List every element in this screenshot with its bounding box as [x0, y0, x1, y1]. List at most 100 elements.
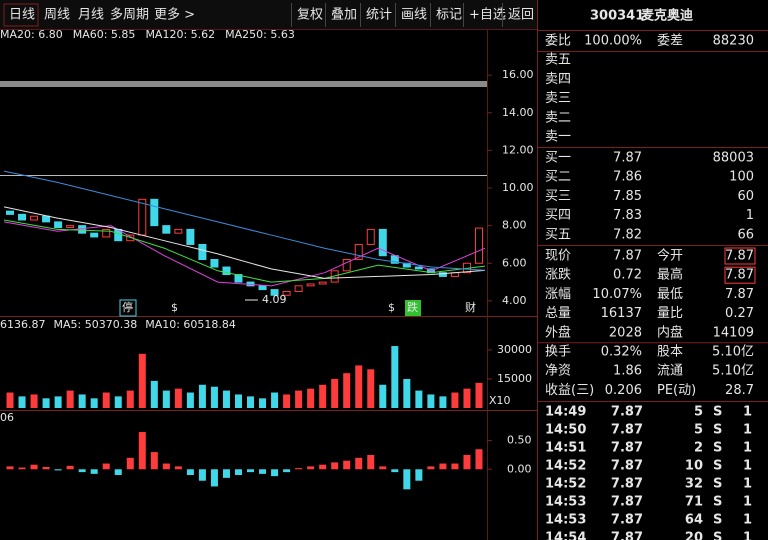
volume-bar	[30, 394, 38, 408]
macd-bar	[186, 469, 194, 475]
tick-volume: 5	[694, 405, 703, 420]
macd-bar	[78, 469, 86, 473]
field-value: 88230	[713, 34, 754, 49]
marker: $	[388, 301, 395, 314]
volume-bar	[463, 388, 471, 408]
field-label: 最低	[657, 287, 683, 302]
bid-price: 7.83	[613, 208, 642, 223]
ma-line	[3, 221, 486, 287]
bid-label: 买一	[545, 151, 571, 166]
ma-line	[3, 206, 486, 279]
tick-price: 7.87	[611, 477, 643, 492]
bid-volume: 60	[737, 189, 754, 204]
candle	[282, 290, 291, 296]
macd-bar	[283, 469, 291, 473]
candle	[90, 232, 99, 238]
candle	[150, 198, 159, 227]
field-value: 16137	[601, 306, 642, 321]
macd-bar	[162, 463, 170, 470]
field-value: 0.206	[605, 383, 642, 398]
field-value: 7.87	[725, 268, 754, 283]
field-value: 0.27	[725, 306, 754, 321]
tick-count: 1	[743, 513, 752, 528]
tick-time: 14:54	[545, 531, 586, 540]
volume-bar	[331, 378, 339, 408]
marker: 财	[465, 300, 476, 314]
macd-bar	[415, 469, 423, 481]
tick-count: 1	[743, 459, 752, 474]
field-value: 7.87	[725, 249, 754, 264]
tick-price: 7.87	[611, 459, 643, 474]
volume-bar	[259, 398, 267, 408]
bid-volume: 66	[737, 227, 754, 242]
volume-bar	[427, 394, 435, 408]
volume-bar	[174, 388, 182, 408]
macd-bar	[259, 469, 267, 474]
tick-side: S	[713, 441, 722, 456]
macd-bar	[319, 464, 327, 470]
vol-legend: 6136.87	[0, 318, 46, 331]
volume-bar	[210, 386, 218, 408]
volume-bar	[150, 380, 158, 408]
field-label: 收益(三)	[545, 383, 594, 398]
toolbar-tab[interactable]: 多周期	[110, 7, 149, 23]
toolbar-button[interactable]: 返回	[508, 8, 534, 23]
volume-bar	[355, 365, 363, 408]
toolbar-tab[interactable]: 周线	[44, 8, 70, 23]
macd-bar	[138, 432, 146, 470]
field-label: 最高	[657, 267, 683, 283]
y-tick-label: 14.00	[502, 106, 534, 119]
macd-bar	[379, 466, 387, 470]
macd-bar	[355, 457, 363, 470]
volume-bar	[198, 384, 206, 408]
macd-bar	[42, 466, 50, 470]
ma-legend: MA60: 5.85	[73, 28, 136, 41]
macd-bar	[90, 469, 98, 474]
volume-bar	[6, 392, 14, 408]
toolbar-button[interactable]: +自选	[469, 8, 506, 23]
tick-time: 14:53	[545, 513, 586, 528]
field-value: 1.86	[613, 364, 642, 379]
toolbar-button[interactable]: 叠加	[331, 8, 357, 23]
candle	[342, 259, 351, 272]
field-label: 流通	[657, 364, 683, 379]
y-tick-label: 6.00	[502, 256, 527, 269]
toolbar-tab[interactable]: 日线	[9, 8, 35, 23]
toolbar-button[interactable]: 标记	[436, 8, 462, 23]
volume-bar	[90, 398, 98, 408]
candle	[102, 228, 111, 238]
macd-bar	[307, 466, 315, 470]
field-label: 净资	[545, 364, 571, 379]
macd-bar	[475, 449, 483, 470]
macd-bar	[439, 463, 447, 470]
macd-bar	[331, 462, 339, 470]
tick-time: 14:51	[545, 441, 586, 456]
marker-box	[119, 299, 137, 317]
tick-side: S	[713, 477, 722, 492]
toolbar-button[interactable]: 画线	[401, 8, 427, 23]
ask-label: 卖四	[545, 72, 571, 87]
volume-bar	[391, 346, 399, 408]
candle	[366, 228, 375, 245]
toolbar-button[interactable]: 统计	[366, 8, 392, 23]
ma-legend: MA20: 6.80	[0, 28, 63, 41]
tick-side: S	[713, 405, 722, 420]
toolbar-tab[interactable]: 月线	[78, 8, 104, 23]
macd-bar	[343, 460, 351, 470]
candle	[186, 228, 195, 245]
bid-label: 买三	[545, 189, 571, 204]
y-tick-label: 30000	[497, 343, 532, 356]
volume-bar	[234, 394, 242, 408]
macd-bar	[6, 466, 14, 470]
tick-count: 1	[743, 477, 752, 492]
field-label: 换手	[545, 345, 571, 360]
volume-bar	[379, 384, 387, 408]
toolbar-button[interactable]: 复权	[297, 7, 323, 23]
field-label: 涨跌	[545, 267, 571, 283]
toolbar-tab[interactable]: 更多 >	[154, 7, 195, 23]
bid-price: 7.87	[613, 151, 642, 166]
tick-volume: 71	[685, 495, 703, 510]
field-label: 涨幅	[545, 287, 571, 302]
